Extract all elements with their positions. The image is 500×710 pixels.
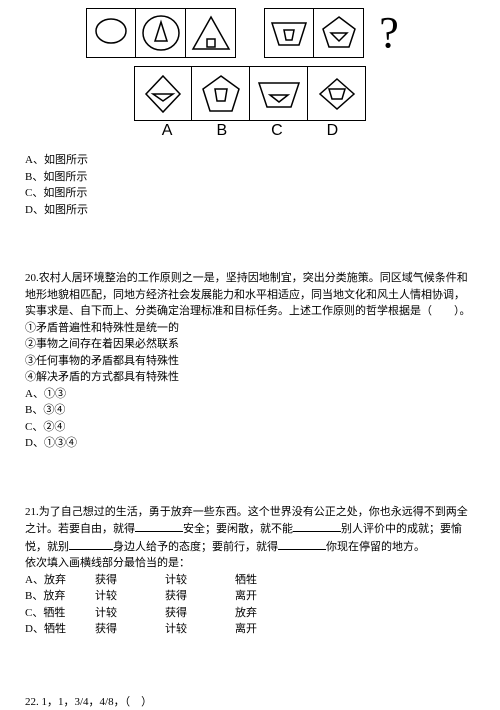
figure-option-a bbox=[134, 66, 192, 121]
q20-stem-3: ③任何事物的矛盾都具有特殊性 bbox=[25, 353, 475, 370]
label-b: B bbox=[216, 122, 227, 140]
figure-cell-qmark: ? bbox=[364, 8, 414, 58]
q19-option-b: B、如图所示 bbox=[25, 169, 475, 186]
figure-option-b bbox=[192, 66, 250, 121]
q21-text: 21.为了自己想过的生活，勇于放弃一些东西。这个世界没有公正之处，你也永远得不到… bbox=[25, 504, 475, 556]
q20-stems: ①矛盾普遍性和特殊性是统一的 ②事物之间存在着因果必然联系 ③任何事物的矛盾都具… bbox=[25, 320, 475, 386]
label-c: C bbox=[271, 122, 283, 140]
question-20: 20.农村人居环境整治的工作原则之一是，坚持因地制宜，突出分类施策。同区域气候条… bbox=[25, 270, 475, 452]
q19-options: A、如图所示 B、如图所示 C、如图所示 D、如图所示 bbox=[25, 152, 475, 218]
figure-group-left bbox=[86, 8, 236, 58]
figure-labels: A B C D bbox=[162, 122, 338, 140]
q19-option-d: D、如图所示 bbox=[25, 202, 475, 219]
figure-cell-2 bbox=[136, 8, 186, 58]
q20-text: 20.农村人居环境整治的工作原则之一是，坚持因地制宜，突出分类施策。同区域气候条… bbox=[25, 270, 475, 320]
question-21: 21.为了自己想过的生活，勇于放弃一些东西。这个世界没有公正之处，你也永远得不到… bbox=[25, 504, 475, 638]
q20-stem-2: ②事物之间存在着因果必然联系 bbox=[25, 336, 475, 353]
q21-blank-4 bbox=[278, 538, 326, 550]
q20-option-a: A、①③ bbox=[25, 386, 475, 403]
q20-stem-1: ①矛盾普遍性和特殊性是统一的 bbox=[25, 320, 475, 337]
q21-prompt: 依次填入画横线部分最恰当的是： bbox=[25, 555, 475, 572]
q19-option-c: C、如图所示 bbox=[25, 185, 475, 202]
question-19-figures: ? A B C D bbox=[25, 8, 475, 140]
q21-blank-1 bbox=[135, 520, 183, 532]
q20-option-d: D、①③④ bbox=[25, 435, 475, 452]
figure-cell-5 bbox=[314, 8, 364, 58]
q21-blank-2 bbox=[293, 520, 341, 532]
q20-options: A、①③ B、③④ C、②④ D、①③④ bbox=[25, 386, 475, 452]
q20-option-c: C、②④ bbox=[25, 419, 475, 436]
figure-cell-3 bbox=[186, 8, 236, 58]
figure-cell-1 bbox=[86, 8, 136, 58]
q22-text: 22. 1，1，3/4，4/8，（ ） bbox=[25, 696, 152, 708]
q21-options-table: A、放弃 获得 计较 牺牲 B、放弃 计较 获得 离开 C、牺牲 计较 获得 放… bbox=[25, 572, 475, 638]
q20-option-b: B、③④ bbox=[25, 402, 475, 419]
figure-row-1: ? bbox=[86, 8, 414, 58]
q19-option-a: A、如图所示 bbox=[25, 152, 475, 169]
q21-row-b: B、放弃 计较 获得 离开 bbox=[25, 588, 475, 605]
label-a: A bbox=[162, 122, 173, 140]
figure-option-d bbox=[308, 66, 366, 121]
q21-row-c: C、牺牲 计较 获得 放弃 bbox=[25, 605, 475, 622]
figure-cell-4 bbox=[264, 8, 314, 58]
q21-row-d: D、牺牲 获得 计较 离开 bbox=[25, 621, 475, 638]
figure-group-right: ? bbox=[264, 8, 414, 58]
figure-row-2 bbox=[134, 66, 366, 121]
q20-stem-4: ④解决矛盾的方式都具有特殊性 bbox=[25, 369, 475, 386]
label-d: D bbox=[327, 122, 339, 140]
q21-row-a: A、放弃 获得 计较 牺牲 bbox=[25, 572, 475, 589]
figure-option-c bbox=[250, 66, 308, 121]
q21-blank-3 bbox=[69, 538, 113, 550]
